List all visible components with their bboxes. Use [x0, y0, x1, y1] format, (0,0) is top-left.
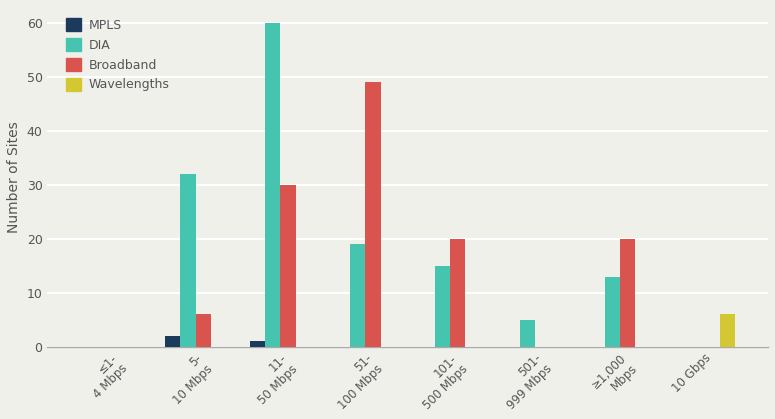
- Bar: [195, 314, 211, 347]
- Bar: [720, 314, 735, 347]
- Bar: [281, 185, 296, 347]
- Legend: MPLS, DIA, Broadband, Wavelengths: MPLS, DIA, Broadband, Wavelengths: [60, 13, 174, 96]
- Bar: [604, 277, 620, 347]
- Bar: [620, 239, 635, 347]
- Bar: [165, 336, 181, 347]
- Bar: [265, 23, 281, 347]
- Bar: [250, 341, 265, 347]
- Bar: [350, 244, 365, 347]
- Bar: [450, 239, 466, 347]
- Bar: [365, 83, 381, 347]
- Bar: [520, 320, 535, 347]
- Y-axis label: Number of Sites: Number of Sites: [7, 121, 21, 233]
- Bar: [435, 266, 450, 347]
- Bar: [181, 174, 195, 347]
